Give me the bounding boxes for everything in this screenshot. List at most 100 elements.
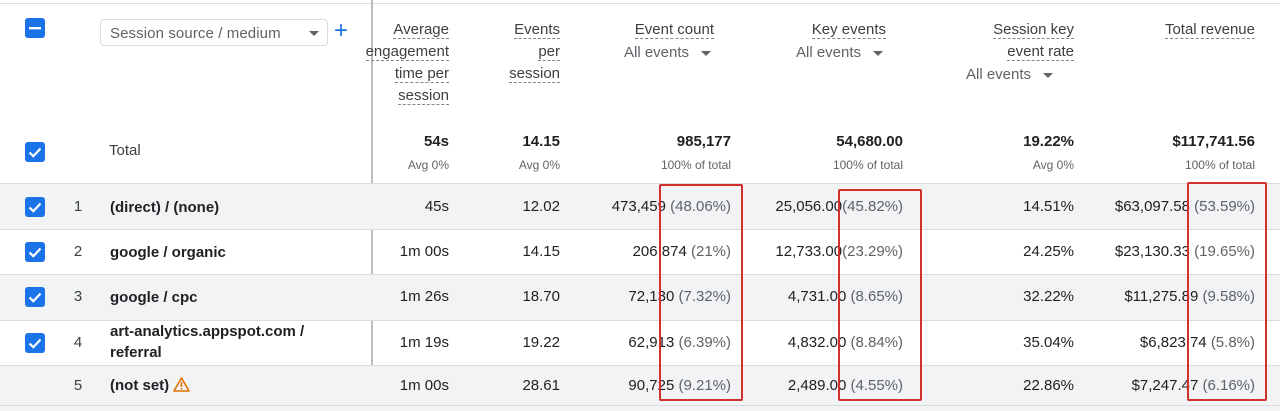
revenue-value: $7,247.47 <box>1131 377 1199 394</box>
check-icon <box>28 247 42 258</box>
table-bottom-border <box>0 405 1280 406</box>
cell-rate: 14.51% <box>1023 198 1074 215</box>
event-count-pct: (48.06%) <box>670 198 731 215</box>
cell-events-per-session: 28.61 <box>522 377 560 394</box>
cell-revenue: $23,130.33 (19.65%) <box>1115 243 1255 260</box>
cell-key-events: 4,832.00 (8.84%) <box>788 334 903 351</box>
row-number: 1 <box>73 198 83 215</box>
check-icon <box>28 202 42 213</box>
warning-triangle-icon[interactable] <box>173 377 190 392</box>
total-key-events-sub: 100% of total <box>832 158 903 172</box>
header-total-revenue-label: Total revenue <box>1164 21 1255 39</box>
chevron-down-icon <box>873 50 884 56</box>
cell-rate: 35.04% <box>1023 334 1074 351</box>
header-avg-engagement-line1: Average <box>393 21 449 39</box>
header-event-count[interactable]: Event count <box>574 19 714 41</box>
event-count-pct: (9.21%) <box>678 377 731 394</box>
row-checkbox[interactable] <box>25 333 45 353</box>
row-checkbox[interactable] <box>25 197 45 217</box>
total-events-per-session: 14.15 <box>522 133 560 150</box>
check-icon <box>28 292 42 303</box>
row-number: 4 <box>73 334 83 351</box>
row-dimension-value: (direct) / (none) <box>110 199 220 216</box>
key-events-value: 12,733.00 <box>775 243 843 260</box>
highlight-box-key-events-pct <box>838 189 922 401</box>
cell-key-events: 25,056.00(45.82%) <box>775 198 903 215</box>
total-rate-sub: Avg 0% <box>1032 158 1074 172</box>
row-dimension-label: (not set) <box>110 377 170 394</box>
table-row[interactable]: 2 google / organic 1m 00s 14.15 206,874 … <box>0 229 1280 274</box>
row-number: 2 <box>73 243 83 260</box>
key-events-selector-label: All events <box>796 44 862 61</box>
cell-rate: 24.25% <box>1023 243 1074 260</box>
key-events-value: 4,731.00 <box>787 288 847 305</box>
cell-key-events: 12,733.00(23.29%) <box>775 243 903 260</box>
total-event-count-sub: 100% of total <box>660 158 731 172</box>
cell-events-per-session: 18.70 <box>522 288 560 305</box>
rate-metric-selector[interactable]: All events <box>966 66 1054 83</box>
key-events-pct: (8.65%) <box>850 288 903 305</box>
check-icon <box>28 338 42 349</box>
header-session-key-event-rate[interactable]: Session key event rate <box>944 19 1074 63</box>
cell-event-count: 473,459 (48.06%) <box>612 198 731 215</box>
header-event-count-label: Event count <box>634 21 714 39</box>
row-number: 5 <box>73 377 83 394</box>
cell-rate: 32.22% <box>1023 288 1074 305</box>
table-row[interactable]: 4 art-analytics.appspot.com / referral 1… <box>0 320 1280 365</box>
revenue-value: $23,130.33 <box>1114 243 1190 260</box>
row-checkbox[interactable] <box>25 287 45 307</box>
cell-avg-engagement: 1m 00s <box>399 243 449 260</box>
event-count-value: 62,913 <box>628 334 675 351</box>
key-events-value: 2,489.00 <box>787 377 847 394</box>
revenue-value: $63,097.58 <box>1114 198 1190 215</box>
header-rate-line2: event rate <box>1007 43 1074 61</box>
table-row[interactable]: 5 (not set) 1m 00s 28.61 90,725 (9.21%) … <box>0 365 1280 411</box>
key-events-value: 4,832.00 <box>787 334 847 351</box>
event-count-metric-selector[interactable]: All events <box>624 44 712 61</box>
cell-event-count: 62,913 (6.39%) <box>628 334 731 351</box>
revenue-pct: (53.59%) <box>1194 198 1255 215</box>
event-count-value: 90,725 <box>628 377 675 394</box>
header-key-events-label: Key events <box>811 21 886 39</box>
indeterminate-icon <box>29 27 41 30</box>
dimension-selector[interactable]: Session source / medium <box>100 19 328 46</box>
cell-key-events: 4,731.00 (8.65%) <box>788 288 903 305</box>
cell-events-per-session: 12.02 <box>522 198 560 215</box>
cell-key-events: 2,489.00 (4.55%) <box>788 377 903 394</box>
header-events-per-session[interactable]: Events per session <box>470 19 560 85</box>
header-events-line1: Events <box>514 21 560 39</box>
row-dimension-value: google / cpc <box>110 289 198 306</box>
header-avg-engagement-line2: engagement <box>365 43 449 61</box>
total-revenue-sub: 100% of total <box>1184 158 1255 172</box>
event-count-value: 72,130 <box>628 288 675 305</box>
add-dimension-icon[interactable]: + <box>334 17 349 44</box>
header-events-line3: session <box>509 65 560 83</box>
event-count-value: 473,459 <box>611 198 666 215</box>
total-event-count: 985,177 <box>676 133 731 150</box>
row-dimension-value: art-analytics.appspot.com / referral <box>110 321 304 363</box>
revenue-pct: (5.8%) <box>1210 334 1255 351</box>
revenue-pct: (6.16%) <box>1202 377 1255 394</box>
row-checkbox[interactable] <box>25 242 45 262</box>
header-avg-engagement[interactable]: Average engagement time per session <box>339 19 449 107</box>
header-total-revenue[interactable]: Total revenue <box>1115 19 1255 41</box>
key-events-value: 25,056.00 <box>775 198 843 215</box>
header-key-events[interactable]: Key events <box>746 19 886 41</box>
cell-revenue: $63,097.58 (53.59%) <box>1115 198 1255 215</box>
key-events-pct: (4.55%) <box>850 377 903 394</box>
header-avg-engagement-line4: session <box>398 87 449 105</box>
table-row[interactable]: 1 (direct) / (none) 45s 12.02 473,459 (4… <box>0 183 1280 229</box>
header-avg-engagement-line3: time per <box>394 65 449 83</box>
total-checkbox[interactable] <box>25 142 45 162</box>
chevron-down-icon <box>701 50 712 56</box>
cell-avg-engagement: 1m 26s <box>399 288 449 305</box>
cell-avg-engagement: 1m 19s <box>399 334 449 351</box>
revenue-pct: (19.65%) <box>1194 243 1255 260</box>
row-dimension-value: (not set) <box>110 375 190 396</box>
chevron-down-icon <box>309 31 319 36</box>
cell-revenue: $6,823.74 (5.8%) <box>1140 334 1255 351</box>
select-all-checkbox[interactable] <box>25 18 45 38</box>
table-row[interactable]: 3 google / cpc 1m 26s 18.70 72,130 (7.32… <box>0 274 1280 320</box>
key-events-metric-selector[interactable]: All events <box>796 44 884 61</box>
revenue-value: $6,823.74 <box>1139 334 1207 351</box>
